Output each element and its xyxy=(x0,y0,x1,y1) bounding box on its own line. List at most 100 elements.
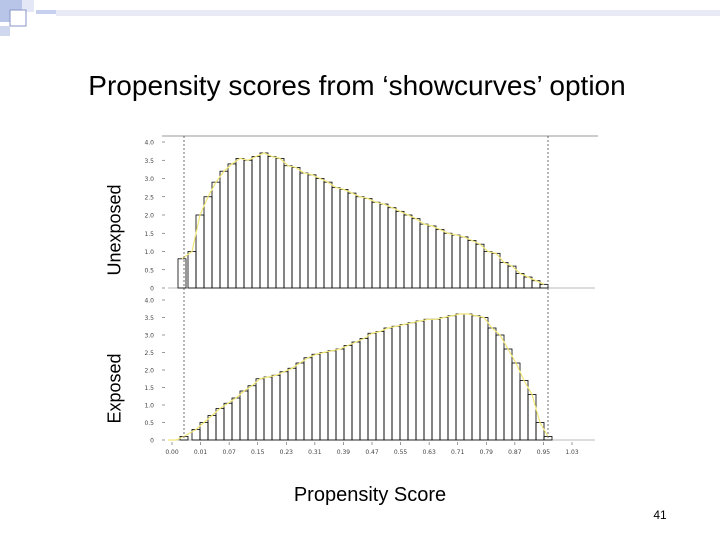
bar-unexposed xyxy=(499,262,509,289)
y-tick-label: 2.5 xyxy=(144,194,154,201)
bar-unexposed xyxy=(251,156,261,289)
y-tick-label: 1.5 xyxy=(144,231,154,238)
bar-unexposed xyxy=(419,223,429,289)
propensity-histogram: 0 0.5 1.0 1.5 2.0 2.5 3.0 3.5 4.0 0 0.5 1.0 1.5 2.0 2.… xyxy=(144,135,598,456)
bar-exposed xyxy=(335,348,345,441)
bar-exposed xyxy=(511,362,521,441)
x-tick-label: 0.71 xyxy=(451,449,465,456)
bar-unexposed xyxy=(291,167,301,289)
bar-unexposed xyxy=(451,234,461,289)
bar-exposed xyxy=(471,315,481,441)
y-tick-label: 3.0 xyxy=(144,176,154,183)
bar-unexposed xyxy=(475,243,485,289)
bar-unexposed xyxy=(331,187,341,289)
bar-unexposed xyxy=(275,158,285,289)
bar-exposed xyxy=(271,374,281,441)
bar-exposed xyxy=(295,362,305,441)
bar-unexposed xyxy=(177,258,187,289)
bar-exposed xyxy=(239,390,249,441)
y-tick-label: 4.0 xyxy=(144,298,154,305)
bar-unexposed xyxy=(299,172,309,289)
bar-exposed xyxy=(375,331,385,441)
x-tick-label: 0.95 xyxy=(537,449,551,456)
bar-unexposed xyxy=(323,181,333,289)
bar-exposed xyxy=(231,397,241,441)
bar-unexposed xyxy=(259,152,269,289)
bar-exposed xyxy=(527,394,537,441)
y-tick-label: 3.0 xyxy=(144,333,154,340)
y-tick-label: 1.0 xyxy=(144,249,154,256)
y-axis-label-exposed: Exposed xyxy=(104,353,125,424)
bar-unexposed xyxy=(235,158,245,289)
x-tick-label: 0.39 xyxy=(337,449,351,456)
bar-unexposed xyxy=(187,251,197,289)
bar-unexposed xyxy=(467,240,477,289)
bar-exposed xyxy=(423,318,433,441)
x-tick-label: 0.63 xyxy=(422,449,436,456)
bar-unexposed xyxy=(211,181,221,289)
x-tick-label: 0.07 xyxy=(222,449,236,456)
bar-exposed xyxy=(311,353,321,441)
bar-exposed xyxy=(343,345,353,441)
bar-exposed xyxy=(359,338,369,441)
bar-unexposed xyxy=(203,196,213,289)
bar-unexposed xyxy=(387,207,397,289)
bar-exposed xyxy=(247,385,257,441)
bar-exposed xyxy=(495,334,505,441)
bar-exposed xyxy=(223,402,233,441)
x-tick-label: 0.23 xyxy=(280,449,294,456)
y-tick-label: 2.5 xyxy=(144,350,154,357)
x-tick-label: 0.79 xyxy=(480,449,494,456)
bar-exposed xyxy=(487,327,497,441)
bar-unexposed xyxy=(515,272,525,289)
bar-exposed xyxy=(519,380,529,441)
bar-exposed xyxy=(455,313,465,441)
bar-unexposed xyxy=(267,156,277,289)
slide-title: Propensity scores from ‘showcurves’ opti… xyxy=(88,70,626,101)
bar-exposed xyxy=(431,318,441,441)
x-tick-label: 0.55 xyxy=(394,449,408,456)
bar-exposed xyxy=(447,315,457,441)
bar-unexposed xyxy=(347,192,357,289)
bar-unexposed xyxy=(283,165,293,289)
bar-exposed xyxy=(207,415,217,441)
bar-exposed xyxy=(383,327,393,441)
x-tick-label: 0.15 xyxy=(251,449,265,456)
bar-exposed xyxy=(479,317,489,441)
bar-exposed xyxy=(503,348,513,441)
x-tick-label: 0.47 xyxy=(365,449,379,456)
x-tick-label: 0.01 xyxy=(194,449,208,456)
bar-unexposed xyxy=(307,174,317,289)
bar-unexposed xyxy=(227,163,237,289)
bar-exposed xyxy=(279,371,289,441)
bar-unexposed xyxy=(355,196,365,289)
density-curve-unexposed xyxy=(181,152,545,285)
x-tick-label: 1.03 xyxy=(565,449,579,456)
bar-exposed xyxy=(535,422,545,441)
bar-unexposed xyxy=(411,218,421,289)
y-tick-label: 1.0 xyxy=(144,403,154,410)
bar-unexposed xyxy=(483,251,493,289)
bar-exposed xyxy=(463,313,473,441)
x-tick-label: 0.00 xyxy=(165,449,179,456)
bar-exposed xyxy=(255,378,265,441)
y-tick-label: 4.0 xyxy=(144,140,154,147)
bar-unexposed xyxy=(379,203,389,289)
bar-unexposed xyxy=(243,159,253,289)
bar-unexposed xyxy=(363,198,373,289)
density-curve-exposed xyxy=(168,313,549,441)
bar-unexposed xyxy=(459,236,469,289)
bar-exposed xyxy=(399,324,409,441)
bar-unexposed xyxy=(219,170,229,289)
bar-exposed xyxy=(287,367,297,441)
bar-exposed xyxy=(407,322,417,441)
y-tick-label: 2.0 xyxy=(144,368,154,375)
x-tick-label: 0.31 xyxy=(308,449,322,456)
y-tick-label: 0.5 xyxy=(144,420,154,427)
slide-corner-decoration xyxy=(0,0,720,36)
y-axis-label-unexposed: Unexposed xyxy=(104,184,125,276)
page-number: 41 xyxy=(653,508,667,522)
y-tick-label: 0 xyxy=(150,286,154,293)
y-tick-label: 3.5 xyxy=(144,315,154,322)
bar-unexposed xyxy=(491,252,501,289)
